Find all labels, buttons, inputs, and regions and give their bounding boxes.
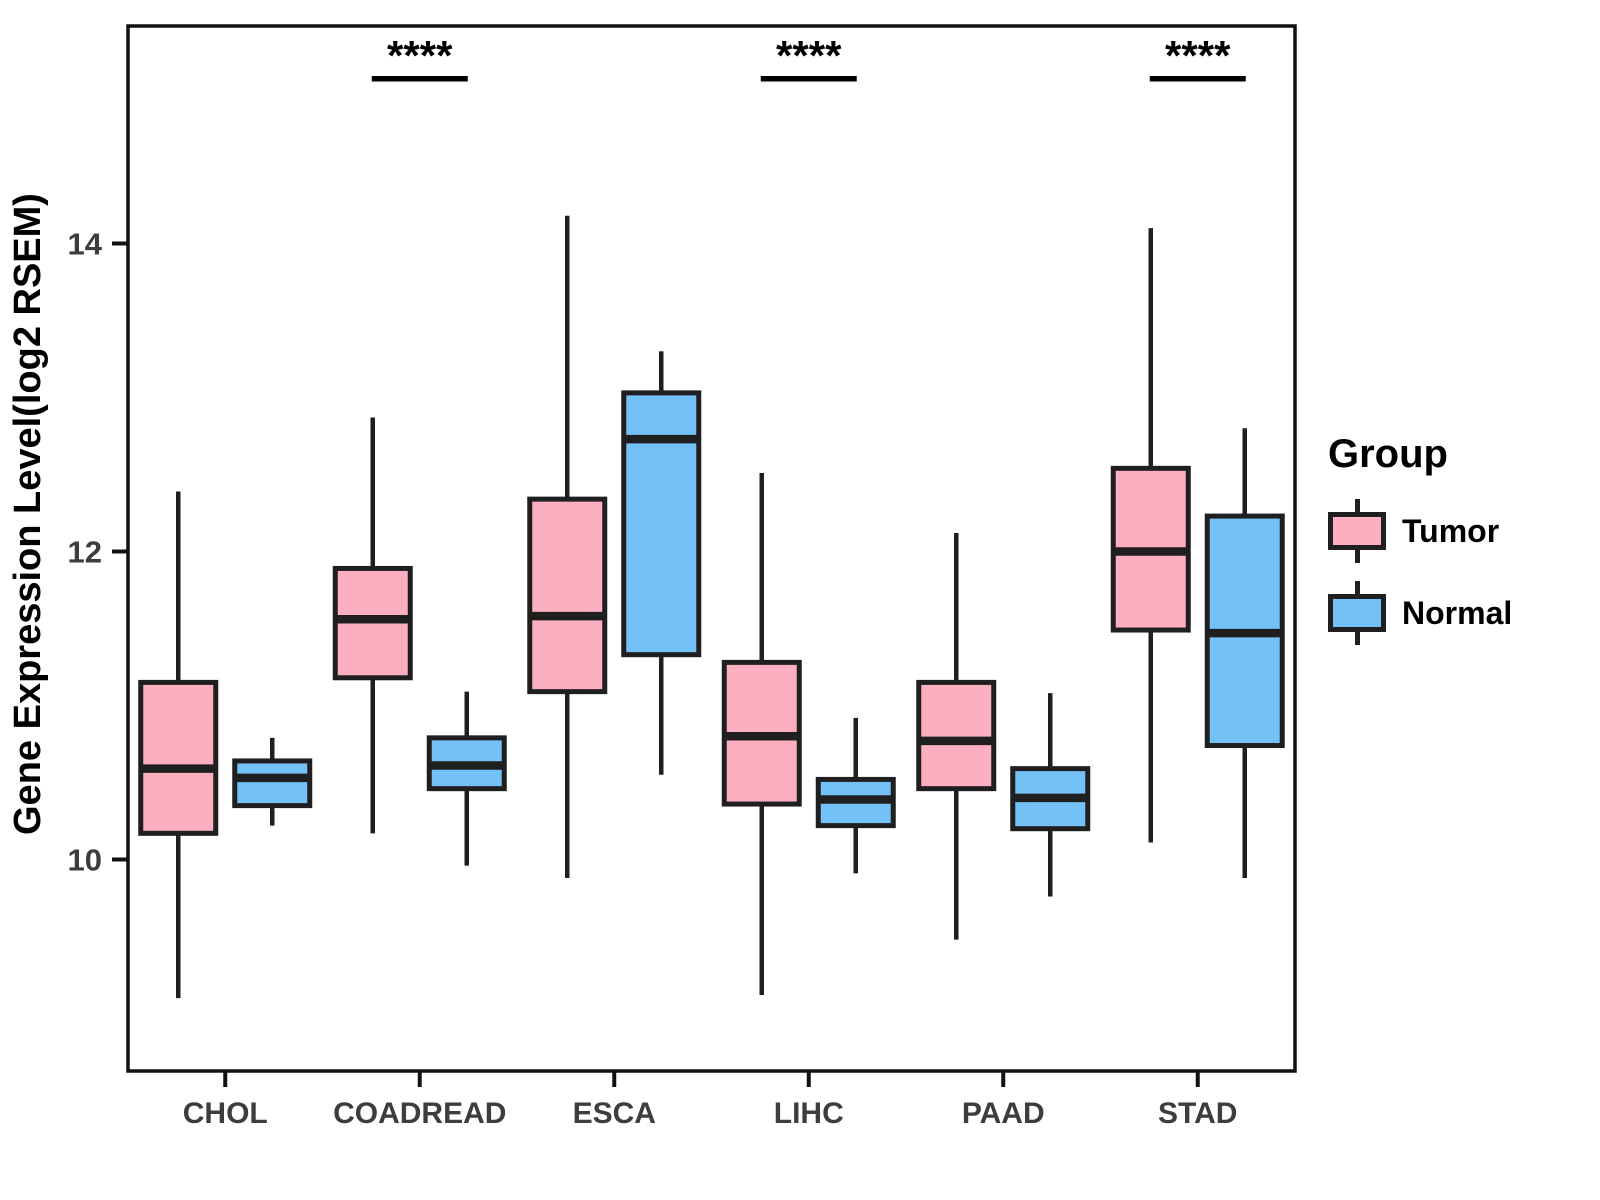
- significance-bar-coadread: [371, 76, 468, 82]
- significance-stars-coadread: ****: [387, 32, 453, 79]
- boxplot-esca-normal-box: [621, 390, 702, 658]
- significance-bar-lihc: [760, 76, 857, 82]
- x-tick-label-chol: CHOL: [183, 1097, 268, 1130]
- x-tick-label-paad: PAAD: [962, 1097, 1045, 1130]
- x-tick-label-stad: STAD: [1158, 1097, 1237, 1130]
- y-tick-label: 14: [68, 227, 103, 262]
- significance-bar-stad: [1149, 76, 1246, 82]
- normal-boxplot-key-icon: [1328, 581, 1386, 645]
- significance-stars-lihc: ****: [776, 32, 842, 79]
- legend-title: Group: [1328, 432, 1448, 476]
- boxplot-chol-normal-box: [232, 758, 313, 809]
- legend: Group Tumor Normal: [1328, 432, 1512, 663]
- y-axis-title: Gene Expression Level(log2 RSEM): [7, 193, 49, 835]
- legend-entry-tumor: Tumor: [1328, 499, 1512, 563]
- significance-stars-stad: ****: [1165, 32, 1231, 79]
- tumor-boxplot-key-icon: [1328, 499, 1386, 563]
- boxplot-esca-tumor-box: [527, 496, 608, 695]
- boxplot-chol-tumor-box: [138, 679, 219, 836]
- legend-label-tumor: Tumor: [1402, 512, 1500, 549]
- legend-label-normal: Normal: [1402, 594, 1513, 631]
- y-tick-label: 10: [68, 843, 102, 878]
- boxplot-paad-tumor-box: [916, 679, 997, 792]
- x-tick-label-lihc: LIHC: [774, 1097, 844, 1130]
- x-tick-label-coadread: COADREAD: [333, 1097, 506, 1130]
- legend-entry-normal: Normal: [1328, 581, 1512, 645]
- panel-border: [126, 24, 1297, 1073]
- y-tick-label: 12: [68, 535, 102, 570]
- x-tick-label-esca: ESCA: [573, 1097, 656, 1130]
